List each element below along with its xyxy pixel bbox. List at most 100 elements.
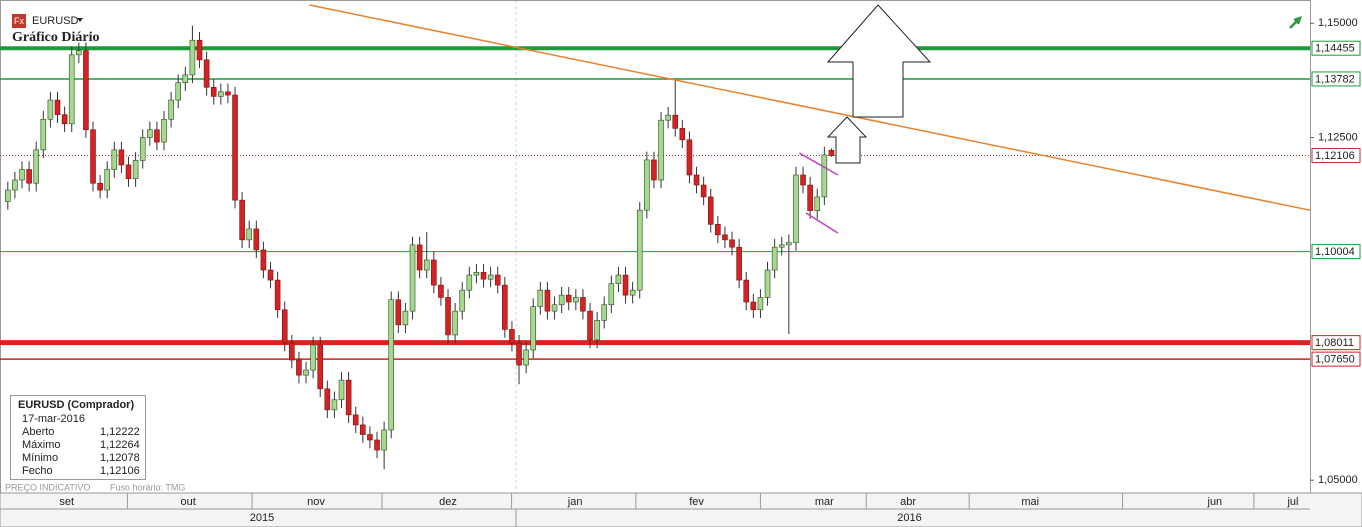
- x-tick-label: abr: [900, 496, 916, 508]
- candle-body: [445, 297, 451, 336]
- candle-body: [303, 369, 309, 376]
- candle-body: [203, 59, 210, 88]
- trend-line: [309, 4, 1311, 211]
- candle-body: [502, 284, 508, 330]
- x-tick-label: out: [181, 496, 196, 508]
- candle-body: [580, 297, 586, 312]
- level-label: 1,08011: [1315, 337, 1354, 349]
- candle-body: [594, 319, 600, 341]
- candle-body: [232, 94, 238, 201]
- candle-body: [154, 129, 160, 143]
- candle-body: [651, 159, 657, 181]
- trend-line: [805, 212, 839, 234]
- candle-body: [509, 329, 515, 344]
- info-title: EURUSD (Comprador): [18, 399, 134, 411]
- level-label: 1,12106: [1315, 150, 1355, 162]
- candle-body: [26, 169, 32, 184]
- candle-body: [573, 297, 579, 303]
- candle-body: [239, 199, 245, 241]
- candle-body: [296, 359, 302, 376]
- candle-body: [33, 149, 39, 184]
- y-tick-label: 1,12500: [1318, 131, 1358, 143]
- chart-title: Gráfico Diário: [12, 30, 99, 45]
- candle-body: [715, 224, 721, 236]
- candle-body: [54, 99, 61, 115]
- candle-body: [12, 179, 18, 191]
- candle-body: [544, 289, 551, 312]
- candle-body: [118, 149, 125, 166]
- candle-body: [281, 309, 288, 344]
- candle-body: [196, 39, 203, 61]
- footer-note: PREÇO INDICATIVO: [5, 482, 90, 492]
- candle-body: [707, 196, 714, 225]
- candle-body: [636, 209, 643, 291]
- candle-body: [793, 174, 799, 243]
- candle-body: [615, 274, 622, 285]
- candle-body: [168, 99, 174, 120]
- year-label: 2015: [250, 512, 274, 524]
- symbol-dropdown[interactable]: [77, 18, 83, 22]
- candle-body: [90, 129, 96, 184]
- info-value: 1,12106: [100, 465, 140, 477]
- candle-body: [558, 294, 565, 306]
- x-tick-label: fev: [689, 496, 704, 508]
- x-tick-label: jun: [1207, 496, 1223, 508]
- candle-body: [565, 294, 572, 303]
- candle-body: [821, 154, 828, 198]
- candle-body: [473, 272, 480, 276]
- candle-body: [225, 91, 231, 96]
- candle-body: [416, 244, 423, 271]
- candle-body: [700, 184, 707, 198]
- candle-body: [338, 379, 345, 401]
- info-key: Fecho: [22, 465, 53, 477]
- candle-body: [352, 414, 359, 426]
- info-key: Mínimo: [22, 452, 58, 464]
- candle-body: [771, 246, 778, 271]
- candle-body: [76, 50, 82, 56]
- level-label: 1,13782: [1315, 73, 1355, 85]
- candle-body: [551, 304, 558, 312]
- candle-body: [125, 164, 132, 179]
- candle-body: [218, 91, 224, 97]
- candle-body: [665, 114, 671, 121]
- candle-body: [693, 174, 700, 186]
- candle-body: [310, 344, 316, 371]
- candle-body: [679, 128, 686, 141]
- level-label-box: [1311, 335, 1361, 351]
- candle-body: [367, 434, 373, 441]
- candle-body: [743, 279, 750, 303]
- candle-body: [331, 399, 338, 411]
- candle-body: [175, 82, 182, 101]
- candle-body: [530, 306, 537, 351]
- candle-body: [40, 118, 47, 151]
- level-label-box: [1311, 71, 1361, 87]
- symbol[interactable]: EURUSD: [32, 15, 79, 27]
- level-label-box: [1311, 244, 1361, 260]
- level-label-box: [1311, 351, 1361, 367]
- candle-body: [786, 242, 792, 246]
- candle-body: [61, 114, 68, 125]
- info-key: Aberto: [22, 426, 54, 438]
- candle-body: [402, 310, 409, 326]
- candle-body: [210, 86, 217, 97]
- candle-body: [438, 284, 444, 298]
- info-value: 1,12078: [100, 452, 140, 464]
- candle-body: [381, 429, 387, 451]
- level-label: 1,07650: [1315, 354, 1355, 366]
- candle-body: [317, 344, 324, 390]
- candle-body: [289, 342, 295, 361]
- candle-body: [828, 149, 835, 156]
- candle-body: [686, 139, 693, 176]
- trend-line: [799, 152, 839, 176]
- candle-body: [658, 119, 664, 181]
- level-label: 1,14455: [1315, 43, 1355, 55]
- info-value: 1,12222: [100, 426, 140, 438]
- candle-body: [466, 274, 473, 291]
- candle-body: [345, 379, 352, 416]
- trend-icon[interactable]: [1289, 16, 1302, 29]
- level-label: 1,10004: [1315, 246, 1355, 258]
- candle-body: [189, 39, 196, 76]
- candle-body: [736, 246, 742, 281]
